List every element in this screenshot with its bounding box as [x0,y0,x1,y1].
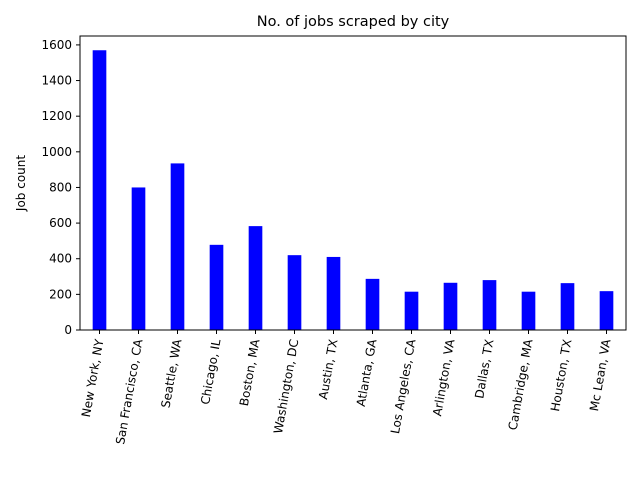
y-tick-label: 400 [49,252,72,266]
bar [287,255,302,330]
bar [443,282,458,330]
y-tick-label: 800 [49,180,72,194]
x-tick-label: Houston, TX [548,338,574,412]
y-axis-title: Job count [14,155,28,212]
y-axis-ticks: 0 200 400 600 800 1000 1200 1400 1600 [41,38,80,337]
y-tick-label: 600 [49,216,72,230]
x-tick-label: Cambridge, MA [506,337,536,431]
bar [248,226,263,330]
bar [209,244,224,330]
x-tick-label: New York, NY [79,337,107,418]
x-tick-label: Dallas, TX [472,338,496,400]
x-tick-label: Boston, MA [237,337,263,407]
x-tick-label: Seattle, WA [159,337,185,409]
y-tick-label: 1600 [41,38,72,52]
bar [404,291,419,330]
bar [131,187,146,330]
bar [365,278,380,330]
bar [326,256,341,330]
plot-frame [79,35,627,331]
bar [92,50,107,330]
bar [521,291,536,330]
bar [170,163,185,330]
x-axis-ticks: New York, NY San Francisco, CA Seattle, WA… [79,330,614,446]
y-tick-label: 200 [49,287,72,301]
y-tick-label: 0 [64,323,72,337]
x-tick-label: Atlanta, GA [354,337,380,407]
bar [560,283,575,330]
x-tick-label: Austin, TX [316,338,340,400]
x-tick-label: Arlington, VA [430,337,457,417]
x-tick-label: San Francisco, CA [113,337,145,445]
y-tick-label: 1000 [41,145,72,159]
x-tick-label: Mc Lean, VA [587,337,614,412]
bar [599,291,614,330]
bar [482,280,497,330]
x-tick-label: Washington, DC [271,338,301,435]
x-tick-label: Los Angeles, CA [388,337,419,435]
bars-layer [92,50,614,330]
chart-title: No. of jobs scraped by city [257,14,450,30]
x-tick-label: Chicago, IL [198,338,223,406]
y-tick-label: 1200 [41,109,72,123]
y-tick-label: 1400 [41,74,72,88]
